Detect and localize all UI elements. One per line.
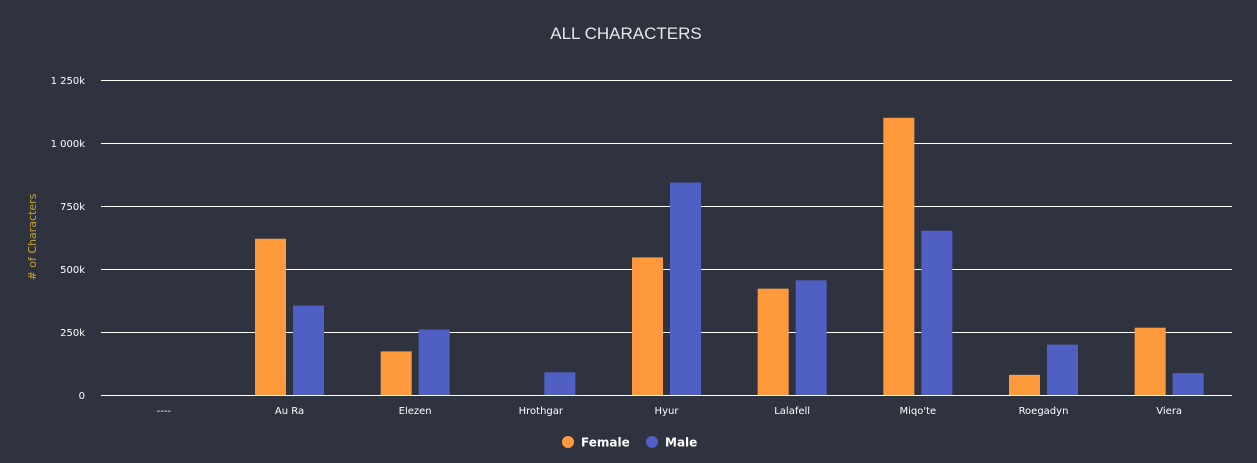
bar-male[interactable] (670, 182, 701, 395)
legend-marker-male[interactable] (646, 436, 658, 448)
bar-female[interactable] (1009, 374, 1040, 395)
legend: Female Male (562, 436, 697, 450)
x-axis-ticks: ---- Au Ra Elezen Hrothgar Hyur Lalafell Miqo'… (157, 406, 1182, 417)
bar-female[interactable] (1134, 327, 1166, 395)
y-tick-label: 1 000k (51, 139, 86, 150)
bar-male[interactable] (293, 305, 324, 395)
chart-title: ALL CHARACTERS (550, 24, 701, 43)
bar-female[interactable] (632, 257, 663, 395)
legend-label-female[interactable]: Female (581, 436, 630, 450)
x-tick-label: Au Ra (275, 406, 304, 417)
bar-male[interactable] (544, 372, 576, 395)
bar-male[interactable] (921, 230, 953, 395)
y-tick-label: 500k (60, 265, 85, 276)
x-tick-label: Hrothgar (519, 406, 564, 417)
bar-male[interactable] (418, 329, 450, 395)
x-tick-label: ---- (157, 406, 172, 417)
bar-male[interactable] (795, 280, 827, 395)
y-tick-label: 0 (79, 391, 85, 402)
bar-female[interactable] (255, 238, 286, 395)
y-tick-label: 750k (60, 202, 85, 213)
bar-female[interactable] (380, 351, 412, 395)
bar-male[interactable] (1047, 344, 1078, 395)
gridlines (101, 80, 1232, 396)
x-tick-label: Miqo'te (899, 406, 936, 417)
bar-female[interactable] (883, 117, 915, 396)
y-tick-label: 1 250k (51, 76, 86, 87)
bar-female[interactable] (757, 288, 789, 395)
x-tick-label: Roegadyn (1019, 406, 1069, 417)
x-tick-label: Lalafell (774, 406, 810, 417)
y-tick-label: 250k (60, 328, 85, 339)
x-tick-label: Hyur (655, 406, 680, 417)
x-tick-label: Elezen (399, 406, 432, 417)
y-axis-label: # of Characters (26, 193, 39, 280)
legend-marker-female[interactable] (562, 436, 574, 448)
x-tick-label: Viera (1156, 406, 1182, 417)
bar-male[interactable] (1172, 373, 1204, 395)
y-axis-ticks: 0 250k 500k 750k 1 000k 1 250k (51, 76, 86, 402)
bars (255, 117, 1204, 396)
legend-label-male[interactable]: Male (665, 436, 697, 450)
